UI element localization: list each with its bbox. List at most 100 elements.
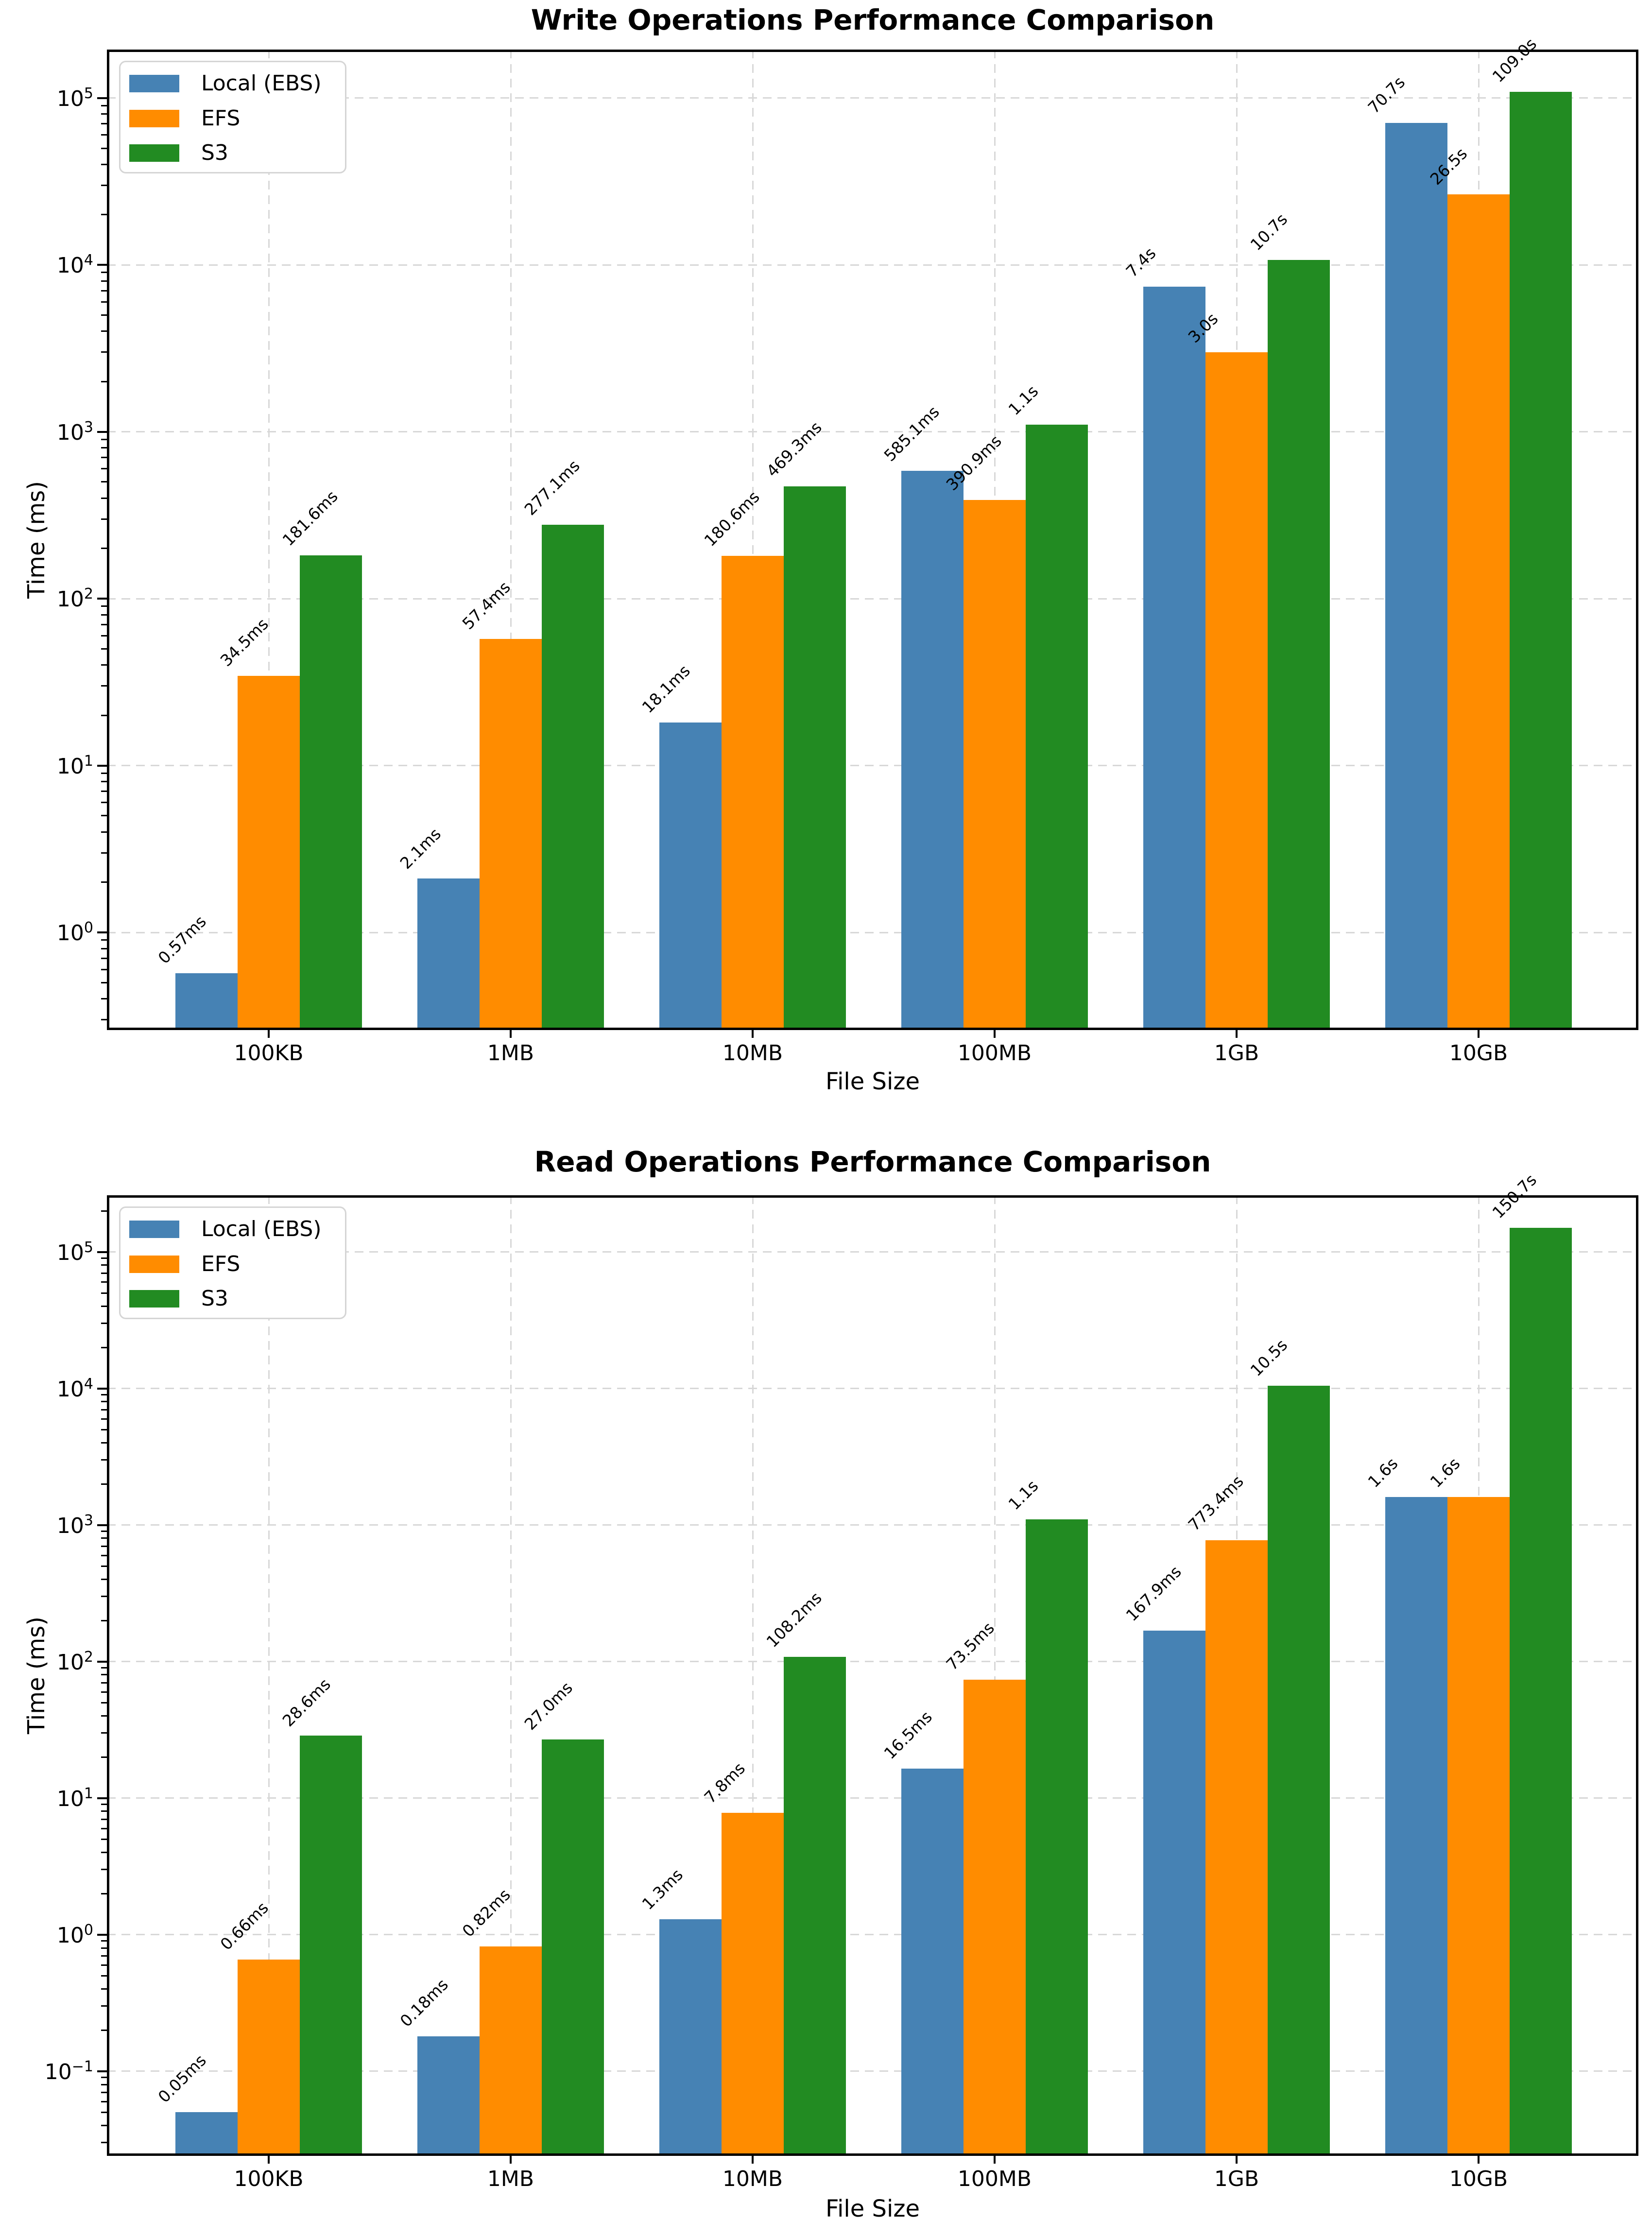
y-gridline bbox=[107, 2070, 1638, 2072]
y-minor-tick bbox=[101, 1401, 107, 1403]
y-minor-tick bbox=[101, 2077, 107, 2079]
y-minor-tick bbox=[101, 1955, 107, 1957]
y-minor-tick bbox=[101, 468, 107, 470]
y-tick-label: 100 bbox=[56, 919, 93, 946]
y-minor-tick bbox=[101, 1346, 107, 1348]
y-tick bbox=[97, 931, 107, 934]
y-minor-tick bbox=[101, 497, 107, 499]
y-minor-tick bbox=[101, 968, 107, 970]
x-tick bbox=[752, 1030, 754, 1038]
y-gridline bbox=[107, 765, 1638, 767]
y-minor-tick bbox=[101, 2100, 107, 2102]
bar-value-label: 10.5s bbox=[1246, 1335, 1291, 1380]
x-tick bbox=[1236, 1030, 1238, 1038]
y-gridline bbox=[107, 431, 1638, 433]
bar-s3 bbox=[1510, 91, 1572, 1028]
y-minor-tick bbox=[101, 791, 107, 792]
y-tick bbox=[97, 430, 107, 433]
x-tick bbox=[752, 2156, 754, 2164]
y-minor-tick bbox=[101, 380, 107, 382]
y-minor-tick bbox=[101, 1264, 107, 1266]
y-minor-tick bbox=[101, 947, 107, 949]
bar-value-label: 34.5ms bbox=[216, 614, 272, 670]
bar-local-ebs bbox=[901, 470, 964, 1028]
y-minor-tick bbox=[101, 438, 107, 440]
y-minor-tick bbox=[101, 614, 107, 616]
y-gridline bbox=[107, 1251, 1638, 1253]
bar-s3 bbox=[1026, 425, 1088, 1028]
read-legend: Local (EBS) EFS S3 bbox=[119, 1206, 346, 1319]
y-minor-tick bbox=[101, 1019, 107, 1021]
y-minor-tick bbox=[101, 1838, 107, 1840]
bar-s3 bbox=[1268, 260, 1330, 1028]
x-tick-label: 100MB bbox=[957, 2167, 1032, 2191]
y-minor-tick bbox=[101, 1210, 107, 1212]
bar-local-ebs bbox=[1143, 287, 1205, 1028]
bar-value-label: 18.1ms bbox=[638, 661, 694, 717]
y-tick-label: 104 bbox=[56, 1375, 93, 1402]
x-tick bbox=[268, 2156, 270, 2164]
y-tick-label: 101 bbox=[56, 752, 93, 779]
y-minor-tick bbox=[101, 2083, 107, 2085]
bar-efs bbox=[722, 555, 784, 1028]
bar-value-label: 108.2ms bbox=[762, 1588, 826, 1652]
bar-value-label: 16.5ms bbox=[880, 1707, 936, 1763]
y-gridline bbox=[107, 264, 1638, 266]
y-minor-tick bbox=[101, 1893, 107, 1894]
local-ebs-swatch bbox=[129, 1221, 179, 1238]
y-minor-tick bbox=[101, 1804, 107, 1806]
y-tick bbox=[97, 1797, 107, 1799]
x-tick-label: 1GB bbox=[1214, 1041, 1259, 1066]
y-minor-tick bbox=[101, 1852, 107, 1854]
y-minor-tick bbox=[101, 1409, 107, 1411]
y-gridline bbox=[107, 97, 1638, 99]
y-minor-tick bbox=[101, 548, 107, 550]
y-gridline bbox=[107, 1797, 1638, 1799]
y-minor-tick bbox=[101, 1272, 107, 1274]
x-tick bbox=[268, 1030, 270, 1038]
y-minor-tick bbox=[101, 605, 107, 607]
y-minor-tick bbox=[101, 1418, 107, 1420]
y-minor-tick bbox=[101, 1537, 107, 1539]
bar-local-ebs bbox=[175, 973, 238, 1028]
x-tick-label: 1MB bbox=[487, 1041, 534, 1066]
y-minor-tick bbox=[101, 1827, 107, 1829]
bar-value-label: 57.4ms bbox=[458, 577, 514, 634]
x-tick bbox=[1478, 2156, 1480, 2164]
y-minor-tick bbox=[101, 457, 107, 459]
y-minor-tick bbox=[101, 272, 107, 274]
y-minor-tick bbox=[101, 163, 107, 165]
y-tick-label: 104 bbox=[56, 252, 93, 278]
y-tick-label: 10−1 bbox=[44, 2058, 93, 2084]
bar-value-label: 0.66ms bbox=[216, 1898, 272, 1954]
bar-value-label: 1.1s bbox=[1004, 381, 1042, 419]
y-minor-tick bbox=[101, 781, 107, 783]
y-minor-tick bbox=[101, 1667, 107, 1669]
bar-value-label: 109.0s bbox=[1488, 34, 1541, 86]
x-tick-label: 100KB bbox=[234, 1041, 304, 1066]
y-tick bbox=[97, 97, 107, 99]
bar-efs bbox=[238, 675, 300, 1028]
y-minor-tick bbox=[101, 939, 107, 941]
y-minor-tick bbox=[101, 134, 107, 136]
bar-local-ebs bbox=[659, 723, 722, 1028]
y-tick-label: 103 bbox=[56, 418, 93, 445]
y-tick bbox=[97, 598, 107, 600]
bar-s3 bbox=[542, 1739, 604, 2153]
y-tick bbox=[97, 1524, 107, 1526]
bar-s3 bbox=[542, 525, 604, 1028]
y-minor-tick bbox=[101, 1483, 107, 1485]
y-minor-tick bbox=[101, 981, 107, 983]
y-minor-tick bbox=[101, 2111, 107, 2113]
bar-value-label: 0.05ms bbox=[154, 2051, 210, 2107]
local-ebs-swatch bbox=[129, 75, 179, 92]
y-minor-tick bbox=[101, 1715, 107, 1717]
bar-local-ebs bbox=[417, 878, 480, 1028]
bar-value-label: 28.6ms bbox=[278, 1674, 334, 1730]
x-tick-label: 100MB bbox=[957, 1041, 1032, 1066]
bar-value-label: 0.18ms bbox=[396, 1975, 452, 2031]
y-minor-tick bbox=[101, 1756, 107, 1758]
legend-label-local: Local (EBS) bbox=[201, 71, 322, 96]
y-minor-tick bbox=[101, 214, 107, 216]
legend-item-efs: EFS bbox=[129, 1254, 240, 1275]
